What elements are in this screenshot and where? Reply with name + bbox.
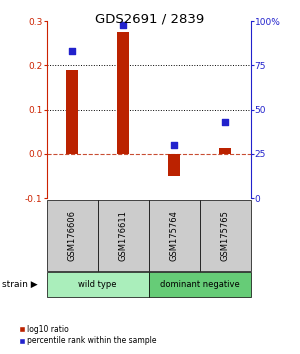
Bar [66,70,78,154]
Text: wild type: wild type [78,280,117,289]
Text: GSM176606: GSM176606 [68,210,76,261]
Point [70,48,74,54]
Text: GSM175765: GSM175765 [220,210,230,261]
Text: GSM175764: GSM175764 [169,210,178,261]
Bar [219,148,231,154]
Text: strain ▶: strain ▶ [2,280,37,289]
Legend: log10 ratio, percentile rank within the sample: log10 ratio, percentile rank within the … [16,322,160,348]
Text: dominant negative: dominant negative [160,280,239,289]
Text: GDS2691 / 2839: GDS2691 / 2839 [95,12,205,25]
Point [223,119,227,125]
Point [121,22,125,28]
Bar [168,154,180,176]
Text: GSM176611: GSM176611 [118,210,127,261]
Bar [117,32,129,154]
Point [172,142,176,148]
